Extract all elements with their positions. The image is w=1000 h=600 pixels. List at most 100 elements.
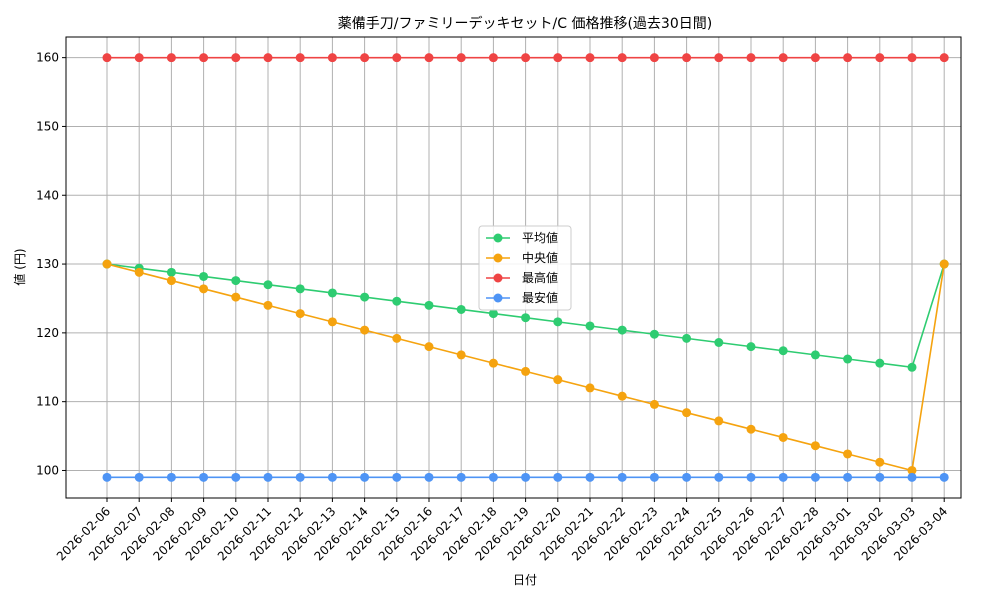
- data-point: [424, 472, 434, 482]
- data-point: [939, 472, 949, 482]
- data-point: [360, 53, 370, 63]
- data-point: [585, 53, 595, 63]
- y-tick-label: 110: [36, 395, 59, 409]
- legend-entry: 平均値: [486, 230, 558, 245]
- data-point: [843, 449, 853, 459]
- data-point: [682, 472, 692, 482]
- data-point: [166, 53, 176, 63]
- y-tick-label: 100: [36, 463, 59, 477]
- data-point: [746, 53, 756, 63]
- data-point: [682, 53, 692, 63]
- data-point: [907, 53, 917, 63]
- data-point: [746, 342, 756, 352]
- data-point: [810, 53, 820, 63]
- data-point: [521, 366, 531, 376]
- data-point: [649, 472, 659, 482]
- data-point: [714, 416, 724, 426]
- y-tick-label: 140: [36, 188, 59, 202]
- data-point: [907, 472, 917, 482]
- data-point: [875, 53, 885, 63]
- data-point: [649, 329, 659, 339]
- data-point: [424, 300, 434, 310]
- series-平均値: [102, 259, 949, 372]
- data-point: [360, 325, 370, 335]
- data-point: [231, 292, 241, 302]
- y-axis: 100 110 120 130 140 150 160: [36, 51, 66, 477]
- legend-entry: 最安値: [486, 290, 558, 305]
- data-point: [327, 317, 337, 327]
- data-point: [231, 276, 241, 286]
- data-point: [231, 472, 241, 482]
- data-point: [263, 53, 273, 63]
- data-point: [456, 472, 466, 482]
- data-point: [327, 53, 337, 63]
- data-point: [875, 457, 885, 467]
- data-point: [295, 472, 305, 482]
- data-point: [521, 313, 531, 323]
- data-point: [392, 296, 402, 306]
- data-point: [810, 350, 820, 360]
- data-point: [456, 304, 466, 314]
- data-point: [360, 292, 370, 302]
- data-point: [263, 280, 273, 290]
- data-point: [778, 432, 788, 442]
- data-point: [102, 472, 112, 482]
- data-point: [714, 337, 724, 347]
- data-point: [714, 53, 724, 63]
- data-point: [585, 321, 595, 331]
- legend-box: [478, 225, 572, 311]
- data-point: [843, 472, 853, 482]
- legend-label: 中央値: [522, 250, 558, 265]
- data-point: [843, 53, 853, 63]
- data-point: [810, 441, 820, 451]
- data-point: [585, 383, 595, 393]
- data-point: [585, 472, 595, 482]
- data-point: [553, 472, 563, 482]
- data-point: [295, 309, 305, 319]
- data-point: [617, 325, 627, 335]
- data-point: [778, 472, 788, 482]
- data-point: [456, 350, 466, 360]
- legend-entry: 中央値: [486, 250, 558, 265]
- data-point: [746, 472, 756, 482]
- data-point: [263, 472, 273, 482]
- data-point: [907, 362, 917, 372]
- legend-label: 最高値: [522, 270, 558, 285]
- x-axis-title: 日付: [513, 573, 537, 587]
- series-最高値: [102, 53, 949, 63]
- data-point: [488, 358, 498, 368]
- data-point: [392, 472, 402, 482]
- legend-marker: [493, 273, 503, 283]
- data-point: [617, 53, 627, 63]
- legend-marker: [493, 253, 503, 263]
- data-point: [199, 472, 209, 482]
- data-point: [327, 288, 337, 298]
- data-point: [134, 472, 144, 482]
- y-axis-title: 値 (円): [12, 248, 27, 285]
- data-point: [714, 472, 724, 482]
- data-point: [617, 391, 627, 401]
- data-point: [682, 408, 692, 418]
- data-point: [231, 53, 241, 63]
- data-point: [488, 309, 498, 319]
- data-point: [102, 259, 112, 269]
- data-point: [649, 53, 659, 63]
- data-point: [778, 346, 788, 356]
- plot-frame: [65, 36, 962, 499]
- data-point: [166, 276, 176, 286]
- data-point: [424, 342, 434, 352]
- data-point: [521, 53, 531, 63]
- data-point: [295, 284, 305, 294]
- data-point: [392, 333, 402, 343]
- data-point: [746, 424, 756, 434]
- data-point: [939, 53, 949, 63]
- data-point: [875, 358, 885, 368]
- data-point: [488, 53, 498, 63]
- data-point: [682, 333, 692, 343]
- data-point: [553, 375, 563, 385]
- data-point: [456, 53, 466, 63]
- data-point: [810, 472, 820, 482]
